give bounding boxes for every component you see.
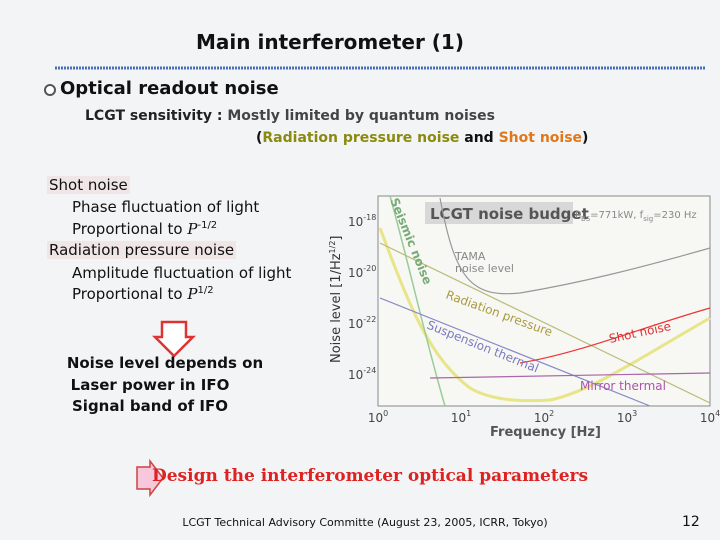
sup: 1/2 [328, 241, 337, 254]
total-curve [378, 227, 711, 403]
bullet: Optical readout noise [60, 78, 279, 99]
text: Proportional to [72, 220, 183, 238]
curve-label: noise level [455, 262, 514, 275]
conclusion: Design the interferometer optical parame… [152, 466, 589, 486]
depends: Laser power in IFO [70, 376, 230, 394]
text: Noise level [1/Hz [329, 253, 344, 363]
tama-curve [439, 197, 711, 295]
sensitivity-detail: (Radiation pressure noise and Shot noise… [256, 130, 588, 146]
line: Phase fluctuation of light [72, 198, 260, 216]
tick-label: 104 [700, 409, 720, 425]
sub: sig [643, 215, 653, 223]
right-arrow [136, 458, 164, 498]
tick-label: 100 [368, 409, 388, 425]
depends: Noise level depends on [66, 354, 264, 372]
x-label: Frequency [Hz] [490, 425, 601, 440]
bullet-icon [44, 84, 56, 96]
title-box [425, 202, 573, 224]
symbol: P [187, 285, 198, 303]
exp: 0 [383, 409, 388, 418]
heading: Shot noise [47, 176, 130, 194]
base: 10 [348, 215, 363, 229]
line: Proportional to P1/2 [72, 285, 214, 303]
plot-frame [377, 195, 711, 407]
exp: -22 [363, 315, 376, 324]
base: 10 [617, 411, 632, 425]
base: 10 [348, 266, 363, 280]
paren: ) [582, 130, 589, 146]
exponent: 1/2 [197, 285, 214, 296]
noise-budget-figure: LCGT noise budget PBS=771kW, fsig=230 Hz… [328, 195, 720, 440]
footer: LCGT Technical Advisory Committe (August… [182, 516, 548, 529]
seismic-curve [389, 195, 446, 407]
exp: 3 [632, 409, 637, 418]
mid: =771kW, f [590, 210, 644, 221]
text: Mostly limited by quantum noises [227, 108, 495, 124]
exp: 2 [549, 409, 554, 418]
page-number: 12 [682, 514, 700, 530]
annotation: PBS=771kW, fsig=230 Hz [575, 210, 697, 223]
curve-label: TAMA [454, 250, 486, 263]
radiation-curve [379, 242, 711, 404]
tick-label: 10-24 [348, 366, 376, 382]
base: 10 [348, 317, 363, 331]
suspension-curve [379, 297, 651, 407]
sub: BS [581, 215, 591, 223]
heading: Radiation pressure noise [47, 241, 237, 259]
end: =230 Hz [653, 210, 696, 221]
exp: -24 [363, 366, 376, 375]
text: ] [329, 235, 344, 240]
base: 10 [368, 411, 383, 425]
base: 10 [534, 411, 549, 425]
base: 10 [348, 368, 363, 382]
shot-curve [519, 307, 711, 364]
tick-label: 10-18 [348, 213, 376, 229]
label: LCGT sensitivity : [85, 108, 223, 124]
tick-label: 10-20 [348, 264, 376, 280]
base: 10 [451, 411, 466, 425]
down-arrow [151, 320, 197, 358]
and: and [464, 130, 494, 146]
tick-label: 10-22 [348, 315, 376, 331]
depends: Signal band of IFO [72, 397, 228, 415]
y-label: Noise level [1/Hz1/2] [328, 235, 344, 363]
symbol: P [187, 220, 198, 238]
shot: Shot noise [498, 130, 583, 146]
tick-label: 101 [451, 409, 471, 425]
line: Proportional to P-1/2 [72, 220, 217, 238]
curve-label: Mirror thermal [580, 379, 666, 393]
mirror-curve [429, 372, 711, 379]
exp: 4 [715, 409, 720, 418]
exp: -18 [363, 213, 376, 222]
base: 10 [700, 411, 715, 425]
radiation: Radiation pressure noise [262, 130, 460, 146]
figure-title: LCGT noise budget [430, 205, 589, 223]
title: Main interferometer (1) [196, 30, 464, 54]
line: Amplitude fluctuation of light [72, 264, 292, 282]
text: Proportional to [72, 285, 183, 303]
p: P [575, 210, 581, 221]
tick-label: 103 [617, 409, 637, 425]
sensitivity: LCGT sensitivity : Mostly limited by qua… [85, 108, 495, 124]
tick-label: 102 [534, 409, 554, 425]
exp: 1 [466, 409, 471, 418]
exponent: -1/2 [197, 220, 218, 231]
paren: ( [256, 130, 263, 146]
exp: -20 [363, 264, 376, 273]
